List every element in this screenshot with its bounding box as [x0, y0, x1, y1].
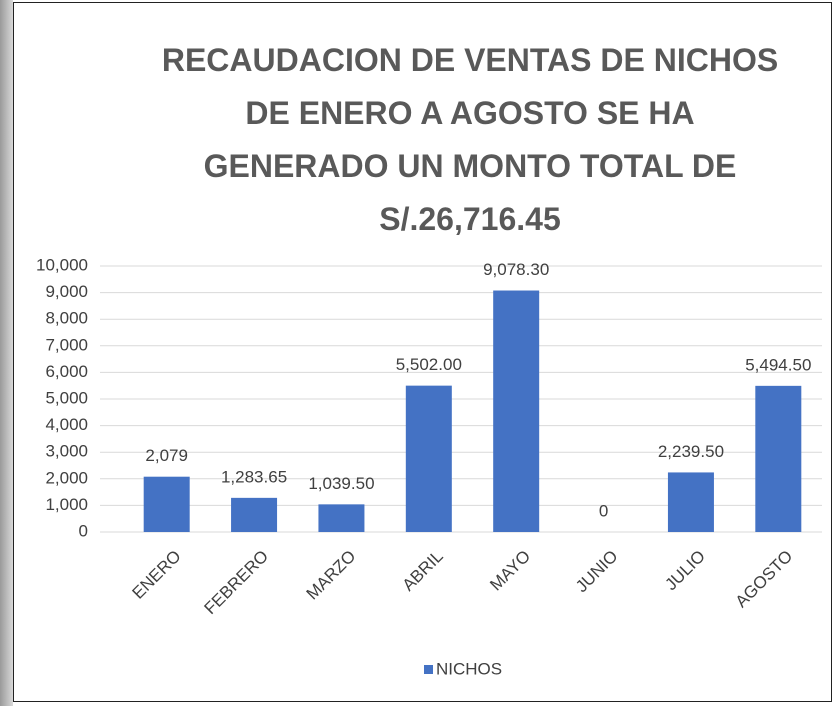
y-tick-label: 8,000: [45, 309, 88, 328]
y-tick-label: 3,000: [45, 442, 88, 461]
data-label: 2,239.50: [658, 442, 724, 461]
data-label: 1,039.50: [308, 474, 374, 493]
bar: [667, 472, 714, 532]
side-strip: [0, 0, 13, 706]
y-tick-label: 0: [79, 521, 88, 540]
x-tick-label: MARZO: [303, 547, 360, 604]
bar: [231, 497, 278, 532]
data-label: 0: [599, 501, 608, 520]
y-tick-label: 1,000: [45, 495, 88, 514]
y-tick-label: 7,000: [45, 335, 88, 354]
y-tick-label: 9,000: [45, 282, 88, 301]
bar: [143, 476, 190, 532]
data-label: 5,502.00: [396, 355, 462, 374]
data-label: 2,079: [145, 446, 188, 465]
data-label: 5,494.50: [745, 355, 811, 374]
x-tick-label: AGOSTO: [732, 547, 797, 612]
bar: [318, 504, 365, 532]
x-tick-label: MAYO: [486, 547, 534, 595]
y-tick-label: 6,000: [45, 362, 88, 381]
bar: [405, 385, 452, 532]
y-tick-label: 2,000: [45, 468, 88, 487]
x-tick-label: FEBRERO: [201, 547, 273, 619]
bar: [755, 385, 802, 532]
x-tick-label: JUNIO: [572, 547, 621, 596]
y-tick-label: 4,000: [45, 415, 88, 434]
chart-frame: [13, 2, 832, 702]
x-tick-label: JULIO: [661, 547, 709, 595]
bar: [493, 290, 540, 532]
chart-title: RECAUDACION DE VENTAS DE NICHOS DE ENERO…: [161, 42, 779, 237]
data-label: 1,283.65: [221, 467, 287, 486]
y-tick-label: 5,000: [45, 388, 88, 407]
legend-label: NICHOS: [436, 659, 502, 678]
x-tick-label: ABRIL: [399, 547, 447, 595]
x-tick-label: ENERO: [128, 547, 184, 603]
data-label: 9,078.30: [483, 260, 549, 279]
y-tick-label: 10,000: [36, 255, 88, 274]
legend-swatch: [424, 665, 433, 674]
